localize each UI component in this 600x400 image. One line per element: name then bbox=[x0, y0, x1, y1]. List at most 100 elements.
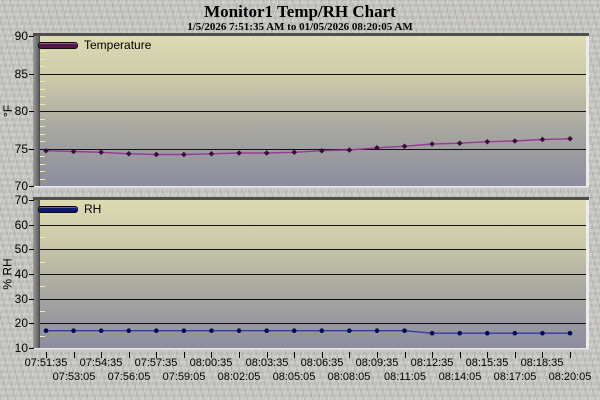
plot-frame-bottom bbox=[33, 348, 589, 351]
x-axis-tick-label: 08:03:35 bbox=[245, 357, 289, 369]
x-axis-tick-label: 08:05:05 bbox=[272, 371, 316, 383]
x-axis-tick bbox=[156, 352, 157, 358]
x-axis-tick-label: 08:09:35 bbox=[355, 357, 399, 369]
x-axis-tick bbox=[377, 352, 378, 358]
rh-data-marker bbox=[98, 328, 104, 334]
y-axis-tick bbox=[29, 186, 34, 187]
temperature-data-marker bbox=[236, 150, 242, 156]
temperature-data-marker bbox=[429, 141, 435, 147]
x-axis-tick bbox=[129, 352, 130, 358]
plot-frame-bottom bbox=[33, 186, 589, 189]
rh-data-marker bbox=[347, 328, 352, 334]
rh-data-marker bbox=[429, 330, 435, 336]
x-axis-tick bbox=[239, 352, 240, 358]
x-axis-tick-label: 07:59:05 bbox=[162, 371, 206, 383]
x-axis-tick-label: 07:54:35 bbox=[79, 357, 123, 369]
y-axis-label: 50 bbox=[14, 242, 28, 257]
rh-data-marker bbox=[126, 328, 132, 334]
temperature-y-axis-title-text: °F bbox=[0, 104, 15, 118]
x-axis-tick-label: 07:57:35 bbox=[134, 357, 178, 369]
x-axis-tick bbox=[294, 352, 295, 358]
x-axis-tick bbox=[46, 352, 47, 358]
temperature-data-marker bbox=[319, 147, 325, 154]
y-axis-label: 70 bbox=[14, 193, 28, 207]
x-axis-tick bbox=[101, 352, 102, 358]
plot-frame-top bbox=[33, 197, 589, 200]
legend-rh-swatch bbox=[38, 206, 78, 213]
rh-data-marker bbox=[457, 330, 463, 336]
temperature-data-marker bbox=[153, 151, 160, 158]
temperature-data-marker bbox=[512, 138, 518, 144]
x-axis-tick-label: 08:17:05 bbox=[493, 371, 537, 383]
x-axis-tick bbox=[515, 352, 516, 358]
rh-data-marker bbox=[540, 330, 545, 336]
x-axis-tick bbox=[74, 352, 75, 358]
x-axis-tick-label: 07:56:05 bbox=[107, 371, 151, 383]
temperature-data-marker bbox=[484, 138, 491, 145]
rh-plot-svg bbox=[40, 212, 586, 337]
y-axis-label: 10 bbox=[14, 341, 28, 355]
y-axis-tick bbox=[29, 348, 34, 349]
rh-data-marker bbox=[71, 328, 76, 334]
y-axis-tick bbox=[29, 323, 34, 324]
x-axis-tick bbox=[267, 352, 268, 358]
temperature-series-line bbox=[45, 138, 571, 156]
rh-data-marker bbox=[319, 328, 325, 334]
x-axis-tick-label: 08:08:05 bbox=[327, 371, 371, 383]
legend-temperature-swatch bbox=[38, 42, 78, 49]
x-axis-tick-label: 08:02:05 bbox=[217, 371, 261, 383]
temperature-data-marker bbox=[374, 144, 380, 151]
temperature-data-marker bbox=[208, 150, 215, 157]
chart-title: Monitor1 Temp/RH Chart bbox=[204, 2, 396, 21]
rh-data-marker bbox=[264, 328, 269, 334]
x-axis-tick-label: 08:20:05 bbox=[548, 371, 592, 383]
x-axis-tick-label: 07:51:35 bbox=[24, 357, 68, 369]
temperature-data-marker bbox=[263, 150, 270, 156]
x-axis-tick-label: 07:53:05 bbox=[52, 371, 96, 383]
rh-y-axis-title-text: % RH bbox=[1, 258, 15, 290]
x-axis-tick-label: 08:12:35 bbox=[410, 357, 454, 369]
y-axis-label: 75 bbox=[14, 141, 28, 156]
y-axis-tick bbox=[29, 36, 34, 37]
x-axis-tick bbox=[322, 352, 323, 358]
y-axis-tick bbox=[29, 225, 34, 226]
plot-frame-right bbox=[586, 200, 589, 351]
x-axis-tick bbox=[211, 352, 212, 358]
rh-data-marker bbox=[402, 328, 407, 334]
plot-frame-right bbox=[586, 36, 589, 189]
temperature-y-axis-title: °F bbox=[0, 36, 16, 186]
rh-data-marker bbox=[154, 328, 159, 334]
legend-temperature-label: Temperature bbox=[84, 38, 152, 52]
x-axis-tick bbox=[460, 352, 461, 358]
temperature-plot-area bbox=[40, 36, 586, 186]
rh-data-marker bbox=[236, 328, 242, 334]
y-axis-tick bbox=[29, 274, 34, 275]
temperature-data-marker bbox=[43, 147, 49, 154]
temperature-plot-svg bbox=[40, 44, 586, 180]
temperature-data-marker bbox=[181, 151, 187, 158]
y-axis-wall bbox=[33, 200, 40, 348]
y-axis-label: 40 bbox=[14, 267, 28, 281]
temperature-data-marker bbox=[98, 149, 104, 156]
rh-data-marker bbox=[567, 330, 573, 336]
rh-data-marker bbox=[484, 330, 490, 336]
x-axis-tick-label: 08:11:05 bbox=[383, 371, 426, 383]
rh-data-marker bbox=[512, 330, 518, 336]
y-axis-label: 60 bbox=[14, 217, 28, 232]
temperature-data-marker bbox=[456, 140, 463, 147]
x-axis-tick bbox=[349, 352, 350, 358]
x-axis-tick bbox=[405, 352, 406, 358]
x-axis-tick bbox=[184, 352, 185, 358]
y-axis-tick bbox=[29, 249, 34, 250]
temperature-data-marker bbox=[125, 150, 132, 157]
x-axis-tick bbox=[542, 352, 543, 358]
plot-frame-top bbox=[33, 33, 589, 36]
rh-series-line bbox=[46, 329, 570, 334]
temperature-data-marker bbox=[539, 136, 546, 143]
x-axis-tick-label: 08:14:05 bbox=[438, 371, 482, 383]
chart-subtitle: 1/5/2026 7:51:35 AM to 01/05/2026 08:20:… bbox=[187, 21, 413, 33]
y-axis-tick bbox=[29, 149, 34, 150]
rh-plot-area bbox=[40, 200, 586, 348]
y-axis-label: 30 bbox=[14, 291, 28, 306]
